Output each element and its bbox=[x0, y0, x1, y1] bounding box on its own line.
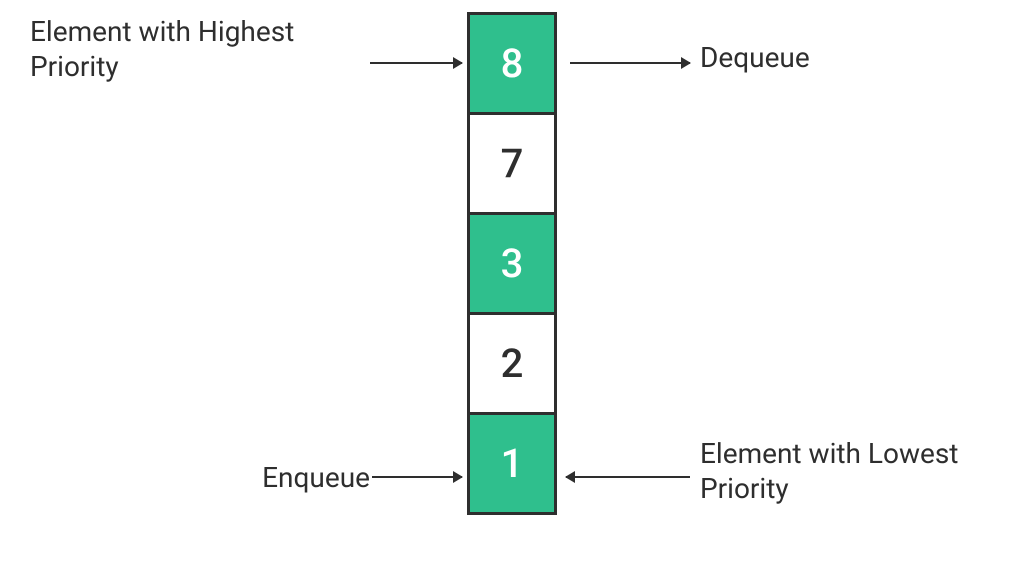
label-lowest-priority: Element with Lowest Priority bbox=[700, 436, 1010, 506]
arrow bbox=[370, 62, 462, 64]
label-dequeue: Dequeue bbox=[700, 40, 1000, 75]
stack-cell: 7 bbox=[470, 115, 554, 215]
arrow bbox=[372, 476, 462, 478]
arrow bbox=[566, 476, 690, 478]
stack-cell: 1 bbox=[470, 415, 554, 515]
stack-cell: 3 bbox=[470, 215, 554, 315]
stack-cell: 2 bbox=[470, 315, 554, 415]
stack-cell: 8 bbox=[470, 15, 554, 115]
label-enqueue: Enqueue bbox=[110, 460, 370, 495]
label-highest-priority: Element with Highest Priority bbox=[30, 14, 370, 84]
diagram-canvas: 87321 Element with Highest Priority Dequ… bbox=[0, 0, 1024, 574]
arrow bbox=[570, 62, 690, 64]
priority-stack: 87321 bbox=[467, 12, 557, 515]
